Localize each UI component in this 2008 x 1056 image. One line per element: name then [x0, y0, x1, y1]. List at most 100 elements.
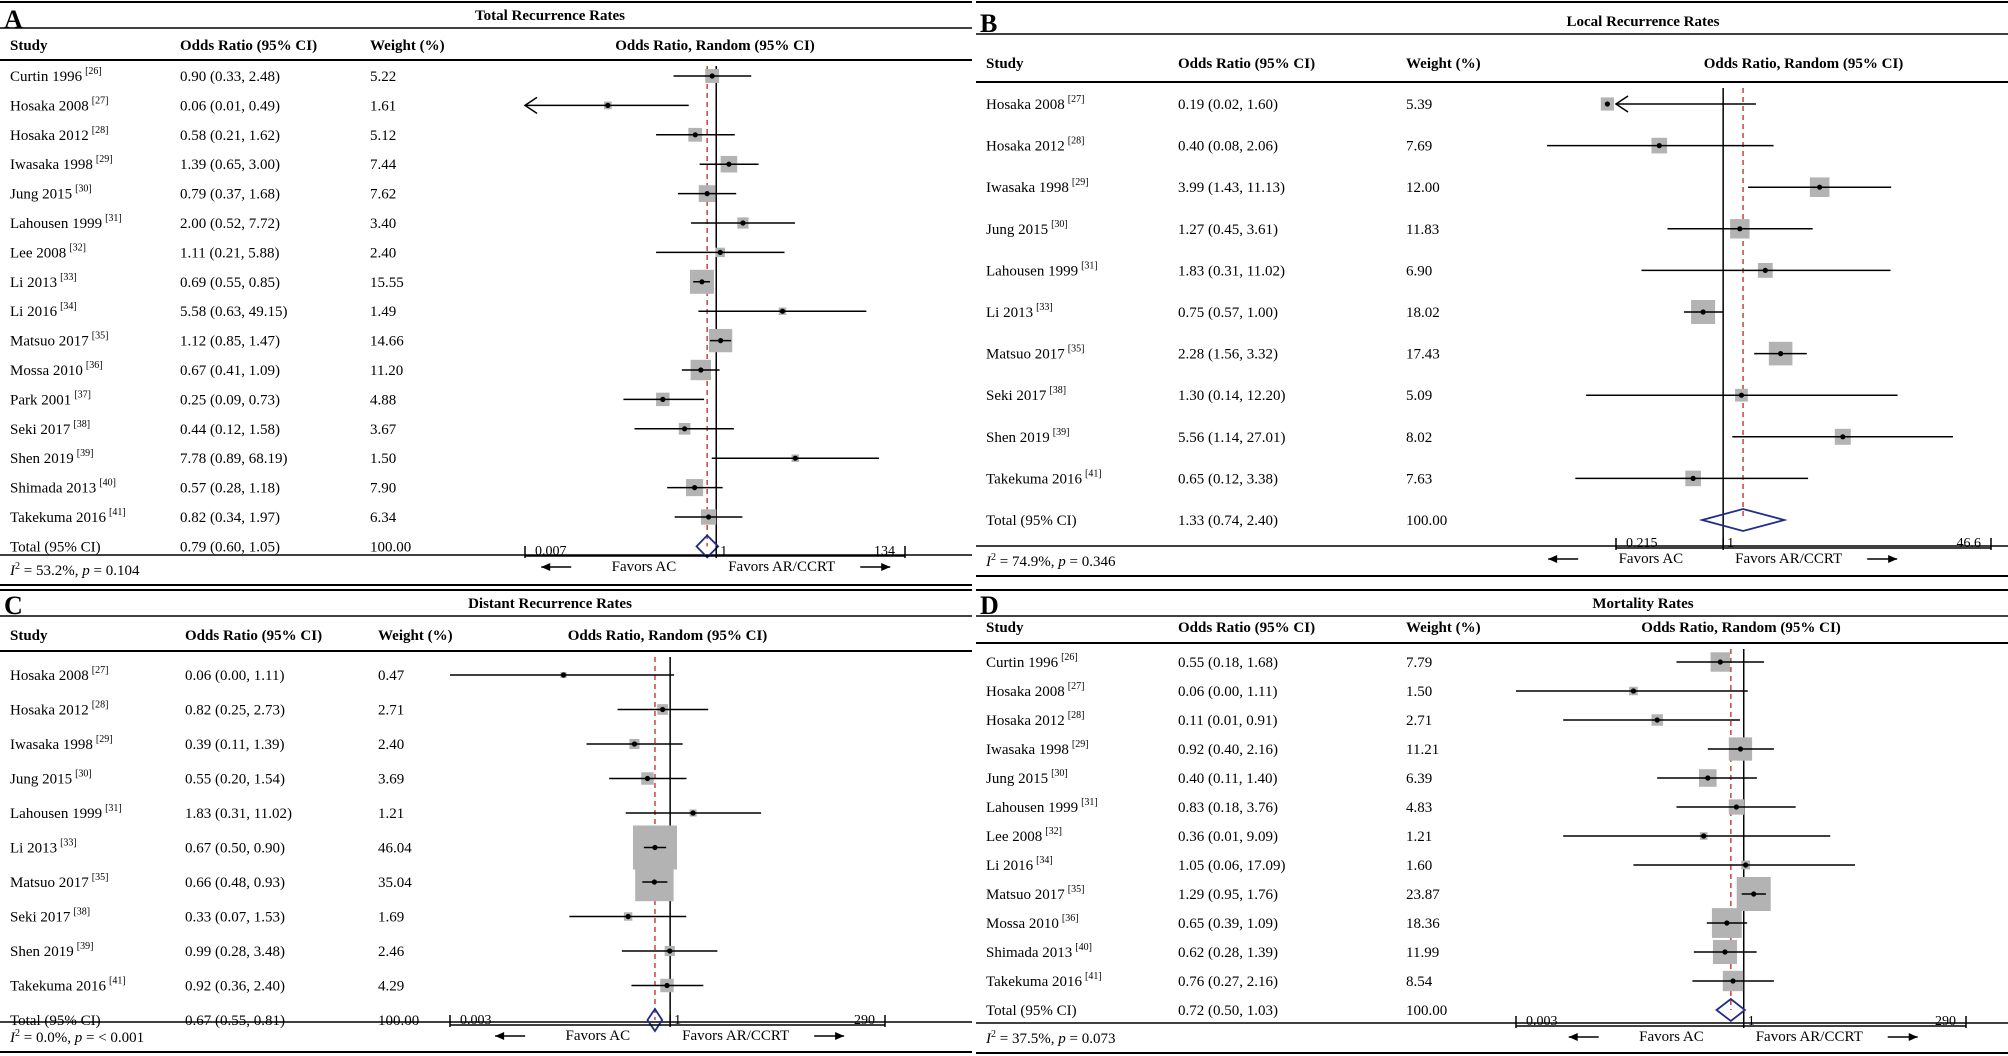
i2-symbol: I [9, 1030, 16, 1046]
header-odds-ratio: Odds Ratio (95% CI) [185, 628, 322, 644]
study-reference: [32] [1045, 826, 1062, 837]
study-odds-ratio: 0.69 (0.55, 0.85) [180, 275, 280, 291]
study-odds-ratio: 0.06 (0.00, 1.11) [185, 668, 284, 684]
pooled-diamond [1715, 997, 1747, 1023]
study-name: Li 2016 [986, 858, 1034, 874]
point-estimate [1762, 267, 1768, 273]
p-equals: = [1066, 1031, 1082, 1047]
study-odds-ratio: 0.57 (0.28, 1.18) [180, 481, 280, 497]
study-row: Matsuo 2017 [35] 0.66 (0.48, 0.93) 35.04 [10, 862, 674, 902]
point-estimate [625, 913, 631, 920]
total-weight: 100.00 [378, 1013, 419, 1029]
i2-symbol: I [985, 1031, 992, 1047]
study-name: Takekuma 2016 [10, 979, 107, 995]
study-name: Hosaka 2008 [10, 98, 89, 114]
forest-panel-a: A Total Recurrence Rates Study Odds Ratio (… [0, 0, 972, 588]
study-row: Hosaka 2008 [27] 0.06 (0.01, 0.49) 1.61 [10, 95, 689, 114]
i2-superscript: 2 [15, 1028, 20, 1039]
study-weight: 14.66 [370, 334, 404, 350]
study-row: Hosaka 2012 [28] 0.58 (0.21, 1.62) 5.12 [10, 125, 735, 144]
study-weight: 6.39 [1406, 771, 1432, 787]
study-name: Lahousen 1999 [10, 806, 102, 822]
i2-value: 37.5% [1012, 1031, 1051, 1047]
study-reference: [28] [1068, 136, 1085, 147]
study-name: Curtin 1996 [10, 69, 83, 85]
study-reference: [33] [60, 838, 77, 849]
point-estimate [1817, 184, 1823, 190]
point-estimate [1705, 775, 1711, 781]
point-estimate [792, 455, 798, 461]
study-odds-ratio: 0.82 (0.25, 2.73) [185, 703, 285, 719]
axis-max-label: 290 [1935, 1014, 1956, 1029]
study-weight: 1.49 [370, 304, 396, 320]
p-symbol: p [74, 1030, 83, 1046]
comma: , [67, 1030, 75, 1046]
study-name: Lee 2008 [986, 829, 1042, 845]
comma: , [1051, 1031, 1059, 1047]
study-reference: [28] [1068, 710, 1085, 721]
study-odds-ratio: 0.82 (0.34, 1.97) [180, 510, 280, 526]
point-estimate [1743, 862, 1749, 868]
study-weight: 4.88 [370, 392, 396, 408]
panel-title: Distant Recurrence Rates [468, 596, 632, 612]
total-label: Total (95% CI) [986, 1003, 1077, 1019]
equals: = [20, 563, 36, 579]
study-reference: [40] [99, 478, 116, 489]
study-name: Li 2013 [10, 275, 57, 291]
study-reference: [29] [96, 154, 113, 165]
axis-min-label: 0.007 [535, 544, 567, 559]
axis-mid-label: 1 [1748, 1014, 1755, 1029]
forest-panel-d: D Mortality Rates Study Odds Ratio (95% CI)… [976, 588, 2008, 1056]
heterogeneity-stats: I2 = 53.2%, p = 0.104 [9, 561, 140, 579]
axis-max-label: 290 [854, 1013, 875, 1028]
axis-max-label: 134 [874, 544, 895, 559]
axis-min-label: 0.003 [460, 1013, 492, 1028]
study-reference: [35] [1068, 344, 1085, 355]
study-reference: [29] [96, 734, 113, 745]
i2-value: 74.9% [1012, 554, 1051, 570]
p-value: 0.104 [106, 563, 140, 579]
total-weight: 100.00 [1406, 1003, 1447, 1019]
favors-right-label: Favors AR/CCRT [682, 1028, 789, 1044]
heterogeneity-stats: I2 = 37.5%, p = 0.073 [985, 1029, 1115, 1047]
study-odds-ratio: 0.39 (0.11, 1.39) [185, 737, 284, 753]
study-row: Hosaka 2008 [27] 0.19 (0.02, 1.60) 5.39 [986, 94, 1756, 113]
study-reference: [33] [1036, 302, 1053, 313]
study-odds-ratio: 0.19 (0.02, 1.60) [1178, 97, 1278, 113]
study-row: Mossa 2010 [36] 0.67 (0.41, 1.09) 11.20 [10, 359, 720, 381]
forest-plot-a: A Total Recurrence Rates Study Odds Ratio (… [0, 1, 972, 586]
study-name: Jung 2015 [10, 772, 72, 788]
p-symbol: p [1057, 554, 1066, 570]
study-weight: 1.61 [370, 98, 396, 114]
study-weight: 3.67 [370, 422, 397, 438]
point-estimate [560, 672, 567, 678]
total-odds-ratio: 1.33 (0.74, 2.40) [1178, 513, 1278, 529]
forest-panel-b: B Local Recurrence Rates Study Odds Ratio (… [976, 0, 2008, 588]
study-row: Hosaka 2012 [28] 0.82 (0.25, 2.73) 2.71 [10, 700, 709, 719]
study-reference: [41] [1085, 468, 1102, 479]
study-odds-ratio: 0.79 (0.37, 1.68) [180, 187, 280, 203]
study-weight: 5.39 [1406, 97, 1432, 113]
study-odds-ratio: 0.33 (0.07, 1.53) [185, 910, 285, 926]
header-plot: Odds Ratio, Random (95% CI) [615, 38, 815, 54]
panel-title: Mortality Rates [1592, 596, 1693, 612]
study-row: Shen 2019 [39] 0.99 (0.28, 3.48) 2.46 [10, 941, 718, 960]
header-weight: Weight (%) [1406, 56, 1481, 72]
study-name: Takekuma 2016 [10, 510, 107, 526]
panel-title: Local Recurrence Rates [1566, 14, 1719, 30]
point-estimate [779, 308, 786, 314]
study-weight: 15.55 [370, 275, 404, 291]
study-name: Matsuo 2017 [10, 334, 89, 350]
favors-right-arrowhead [881, 563, 891, 571]
point-estimate [1724, 920, 1730, 926]
study-odds-ratio: 7.78 (0.89, 68.19) [180, 451, 288, 467]
study-reference: [35] [1068, 884, 1085, 895]
point-estimate [660, 396, 666, 402]
study-odds-ratio: 0.40 (0.11, 1.40) [1178, 771, 1277, 787]
forest-plot-d: D Mortality Rates Study Odds Ratio (95% CI)… [976, 589, 2008, 1054]
p-value: 0.346 [1082, 554, 1116, 570]
study-odds-ratio: 1.05 (0.06, 17.09) [1178, 858, 1286, 874]
header-weight: Weight (%) [1406, 620, 1481, 636]
total-label: Total (95% CI) [986, 513, 1077, 529]
study-weight: 1.50 [370, 451, 396, 467]
